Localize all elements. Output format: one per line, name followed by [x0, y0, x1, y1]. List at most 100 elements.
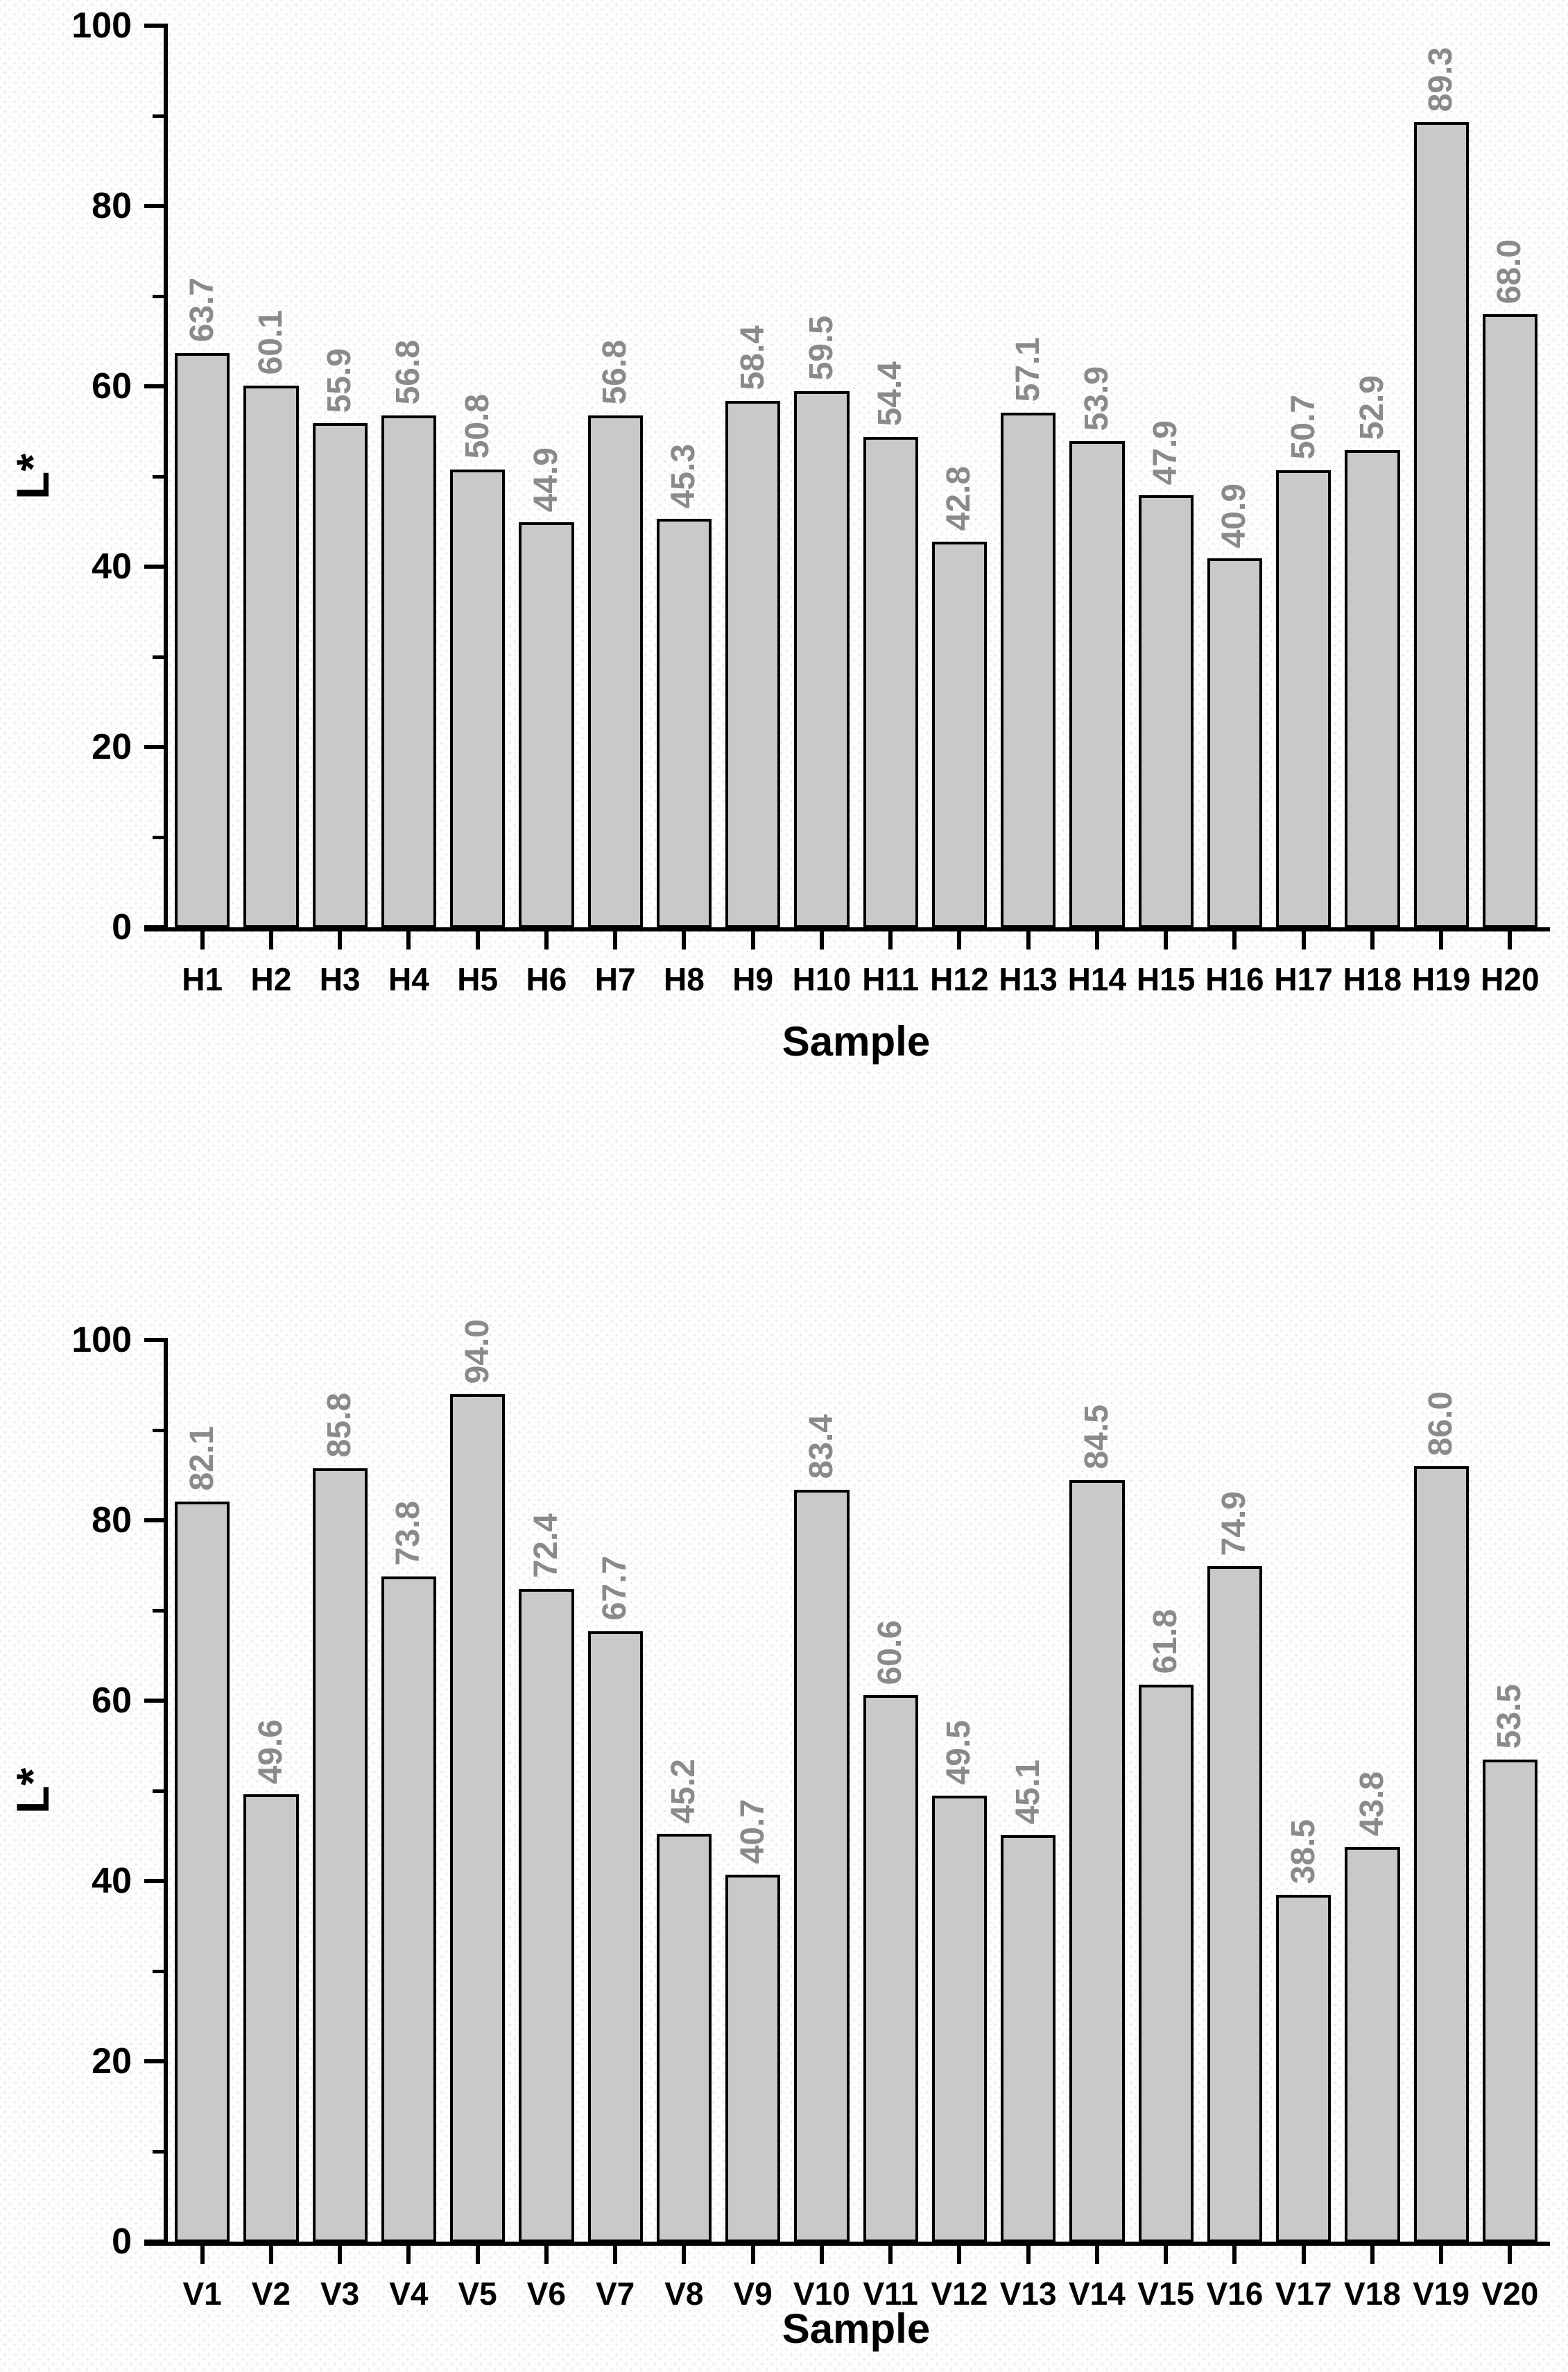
bar — [381, 415, 436, 927]
y-tick-label: 0 — [112, 2221, 132, 2262]
bar-value-label: 45.3 — [665, 443, 703, 509]
x-tick — [1232, 931, 1237, 949]
y-major-tick — [144, 1518, 164, 1522]
bar — [1001, 412, 1056, 927]
bar — [931, 1795, 987, 2242]
x-tick-label: H15 — [1136, 961, 1196, 997]
y-axis-line — [164, 24, 168, 931]
x-tick-label: V20 — [1481, 2276, 1539, 2312]
y-minor-tick — [153, 2149, 164, 2154]
y-major-tick — [144, 204, 164, 208]
y-tick-label: 40 — [92, 1861, 132, 1901]
bar-value-label: 67.7 — [596, 1556, 634, 1621]
x-tick — [1301, 2246, 1306, 2264]
bar — [1413, 122, 1469, 927]
bar-value-label: 56.8 — [390, 340, 427, 405]
y-tick-label: 60 — [92, 366, 132, 406]
x-tick-label: V12 — [931, 2276, 988, 2312]
bar — [656, 1834, 712, 2242]
x-tick-label: H16 — [1205, 961, 1264, 997]
bar — [1207, 558, 1262, 927]
x-tick — [200, 931, 205, 949]
bar — [587, 415, 643, 927]
y-tick-label: 60 — [92, 1681, 132, 1721]
y-minor-tick — [153, 835, 164, 839]
x-tick — [1439, 931, 1444, 949]
x-tick — [819, 931, 824, 949]
bar — [1276, 1894, 1332, 2242]
bar-value-label: 49.6 — [252, 1719, 289, 1785]
bar — [794, 390, 850, 927]
y-tick-label: 0 — [112, 907, 132, 947]
bar — [312, 423, 368, 927]
y-major-tick — [144, 384, 164, 388]
y-minor-tick — [153, 474, 164, 479]
bar-value-label: 94.0 — [458, 1318, 496, 1384]
x-tick — [475, 931, 480, 949]
bar — [1345, 450, 1400, 927]
bar-value-label: 38.5 — [1284, 1819, 1322, 1884]
bar — [1276, 470, 1332, 927]
x-tick-label: H14 — [1067, 961, 1127, 997]
y-major-tick — [144, 2059, 164, 2063]
x-tick — [682, 931, 687, 949]
bar — [587, 1631, 643, 2242]
bar-value-label: 59.5 — [802, 316, 840, 381]
bar — [1138, 1684, 1194, 2242]
plot-area: 0 20 40 60 80 100 63.7 H1 60.1 H2 55.9 H3 56.8 H4 50.8… — [71, 8, 1550, 995]
x-tick-label: H7 — [594, 961, 636, 997]
y-minor-tick — [153, 655, 164, 659]
x-tick — [1094, 931, 1099, 949]
x-tick-label: V14 — [1068, 2276, 1126, 2312]
y-minor-tick — [153, 1608, 164, 1613]
x-tick-label: V19 — [1413, 2276, 1470, 2312]
x-tick — [819, 2246, 824, 2264]
bar — [794, 1489, 850, 2242]
x-tick — [544, 931, 549, 949]
bar-value-label: 43.8 — [1353, 1771, 1390, 1837]
x-tick — [613, 2246, 618, 2264]
y-tick-label: 100 — [71, 1320, 132, 1360]
x-tick-label: V16 — [1206, 2276, 1264, 2312]
y-major-tick — [144, 925, 164, 929]
x-tick-label: V9 — [733, 2276, 773, 2312]
bar — [725, 400, 781, 927]
x-tick-label: H9 — [732, 961, 774, 997]
y-tick-label: 80 — [92, 1500, 132, 1540]
x-tick — [338, 2246, 343, 2264]
x-tick — [544, 2246, 549, 2264]
x-tick — [1439, 2246, 1444, 2264]
bar — [175, 1501, 230, 2242]
x-tick-label: H2 — [250, 961, 292, 997]
bar-value-label: 63.7 — [183, 277, 221, 343]
x-tick — [750, 931, 755, 949]
x-tick — [1508, 2246, 1513, 2264]
x-tick — [682, 2246, 687, 2264]
y-minor-tick — [153, 294, 164, 298]
x-tick — [1301, 931, 1306, 949]
bar-value-label: 49.5 — [940, 1720, 978, 1785]
y-major-tick — [144, 565, 164, 569]
y-minor-tick — [153, 1428, 164, 1432]
x-tick — [1026, 2246, 1031, 2264]
y-tick-label: 20 — [92, 727, 132, 767]
bar-value-label: 40.9 — [1216, 483, 1253, 549]
bar-value-label: 72.4 — [527, 1513, 565, 1579]
x-tick-label: H10 — [792, 961, 852, 997]
h-sample-bar-chart: L* 0 20 40 60 80 100 63.7 H1 60.1 H2 55.9 H3 56.8 H4 5… — [0, 0, 1568, 1110]
x-tick — [200, 2246, 205, 2264]
y-major-tick — [144, 745, 164, 749]
x-tick-label: V5 — [458, 2276, 497, 2312]
x-tick-label: H11 — [862, 961, 920, 997]
y-axis-title: L* — [7, 454, 58, 499]
bar-value-label: 53.9 — [1078, 366, 1115, 431]
bar — [1138, 495, 1194, 927]
x-tick-label: V15 — [1137, 2276, 1195, 2312]
y-major-tick — [144, 1879, 164, 1883]
x-tick-label: V3 — [320, 2276, 360, 2312]
x-tick-label: V11 — [863, 2276, 918, 2312]
bar — [931, 541, 987, 927]
x-tick — [613, 931, 618, 949]
x-tick-label: H20 — [1481, 961, 1540, 997]
y-tick-label: 80 — [92, 186, 132, 226]
